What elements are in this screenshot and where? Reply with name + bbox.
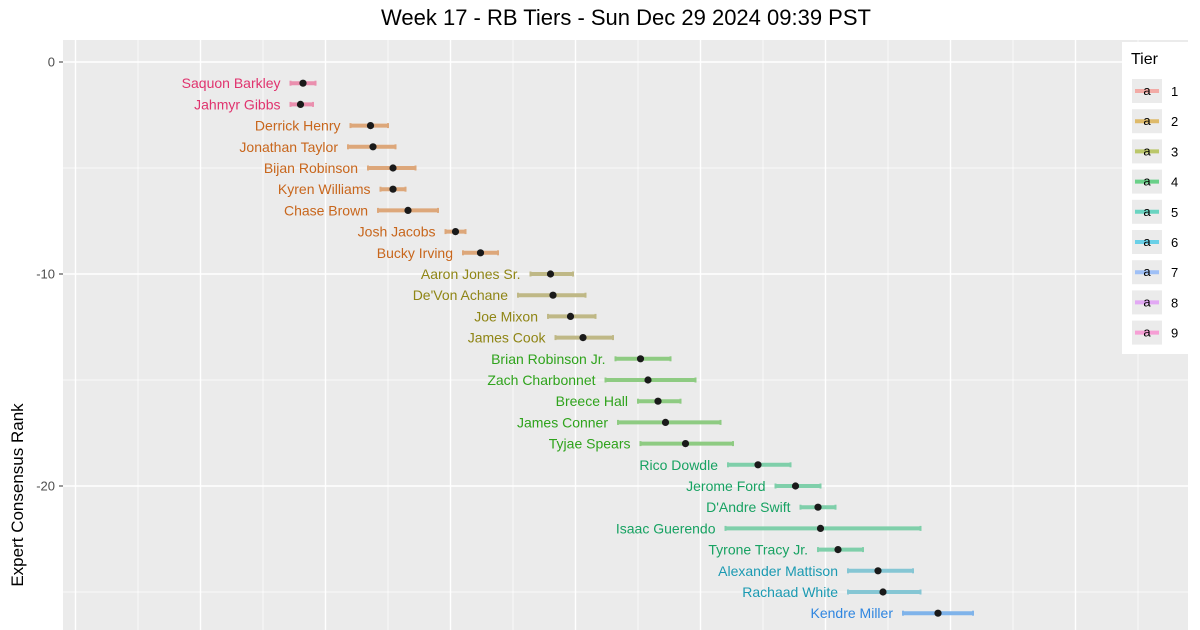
player-label: Kendre Miller <box>811 605 894 621</box>
data-point <box>299 79 307 87</box>
data-point <box>874 567 882 575</box>
data-point <box>296 100 305 108</box>
data-point <box>879 588 887 596</box>
player-label: Jerome Ford <box>686 478 765 494</box>
data-point <box>754 461 762 469</box>
data-point <box>681 440 690 448</box>
player-label: Rico Dowdle <box>639 457 718 473</box>
data-point <box>451 228 460 236</box>
player-label: Josh Jacobs <box>358 224 436 240</box>
legend-label: 9 <box>1171 326 1178 341</box>
player-labels: Saquon Barkley Jahmyr Gibbs Derrick Henry J… <box>182 75 894 621</box>
legend-key-glyph: a <box>1143 325 1151 340</box>
legend-label: 2 <box>1171 114 1178 129</box>
data-point <box>404 206 412 214</box>
legend-key-glyph: a <box>1143 264 1151 279</box>
data-point <box>814 503 822 511</box>
player-label: Jonathan Taylor <box>239 139 338 155</box>
data-point <box>579 334 587 342</box>
data-point <box>476 249 485 257</box>
player-label: Aaron Jones Sr. <box>421 266 521 282</box>
y-tick-label: -10 <box>36 267 55 282</box>
y-tick-label: 0 <box>48 55 55 70</box>
player-label: Kyren Williams <box>278 181 371 197</box>
player-label: Tyjae Spears <box>549 436 631 452</box>
data-point <box>389 185 397 193</box>
legend-label: 6 <box>1171 235 1178 250</box>
legend-key-glyph: a <box>1143 174 1151 189</box>
player-label: De'Von Achane <box>413 287 509 303</box>
data-point <box>366 122 375 130</box>
error-bar <box>617 419 722 425</box>
legend-label: 3 <box>1171 144 1178 159</box>
legend-items: a 1a 2a 3a 4a 5a 6a 7a 8a 9 <box>1132 79 1178 345</box>
chart-title: Week 17 - RB Tiers - Sun Dec 29 2024 09:… <box>381 5 871 30</box>
player-label: Isaac Guerendo <box>616 520 716 536</box>
data-point <box>644 376 652 384</box>
legend-key-glyph: a <box>1143 294 1151 309</box>
player-label: Chase Brown <box>284 202 368 218</box>
data-point <box>816 524 825 533</box>
data-point <box>369 143 377 151</box>
legend-key-glyph: a <box>1143 113 1151 128</box>
player-label: Saquon Barkley <box>182 75 281 91</box>
plot-panel <box>63 40 1188 630</box>
data-point <box>791 482 800 490</box>
player-label: Brian Robinson Jr. <box>491 351 605 367</box>
data-point <box>566 312 575 320</box>
legend-key-glyph: a <box>1143 204 1151 219</box>
data-point <box>636 355 645 363</box>
data-point <box>549 291 557 299</box>
tier-legend: Tier a 1a 2a 3a 4a 5a 6a 7a 8a 9 <box>1122 42 1196 354</box>
y-tick-label: -20 <box>36 479 55 494</box>
legend-label: 5 <box>1171 205 1178 220</box>
data-point <box>546 270 555 278</box>
legend-key-glyph: a <box>1143 83 1151 98</box>
legend-title: Tier <box>1131 51 1159 68</box>
data-point <box>661 418 670 426</box>
player-label: Rachaad White <box>742 584 838 600</box>
legend-label: 4 <box>1171 175 1178 190</box>
player-label: Joe Mixon <box>474 308 538 324</box>
player-label: Alexander Mattison <box>718 563 838 579</box>
legend-label: 1 <box>1171 84 1178 99</box>
data-points <box>296 79 942 617</box>
data-point <box>834 546 842 554</box>
legend-label: 8 <box>1171 295 1178 310</box>
y-axis-label: Expert Consensus Rank <box>8 403 27 587</box>
player-label: Derrick Henry <box>255 118 341 134</box>
player-label: Bucky Irving <box>377 245 453 261</box>
plot-gridlines <box>63 40 1188 630</box>
player-label: Tyrone Tracy Jr. <box>708 542 808 558</box>
player-label: D'Andre Swift <box>706 499 790 515</box>
legend-key-glyph: a <box>1143 234 1151 249</box>
player-label: Breece Hall <box>556 393 628 409</box>
legend-label: 7 <box>1171 265 1178 280</box>
player-label: James Cook <box>468 330 547 346</box>
player-label: Zach Charbonnet <box>487 372 595 388</box>
data-point <box>654 397 662 405</box>
y-axis-ticks: 0 -10 -20 <box>36 55 63 494</box>
player-label: Bijan Robinson <box>264 160 358 176</box>
player-label: James Conner <box>517 414 608 430</box>
data-point <box>389 164 397 172</box>
data-point <box>934 609 942 617</box>
legend-key-glyph: a <box>1143 143 1151 158</box>
player-label: Jahmyr Gibbs <box>194 96 280 112</box>
